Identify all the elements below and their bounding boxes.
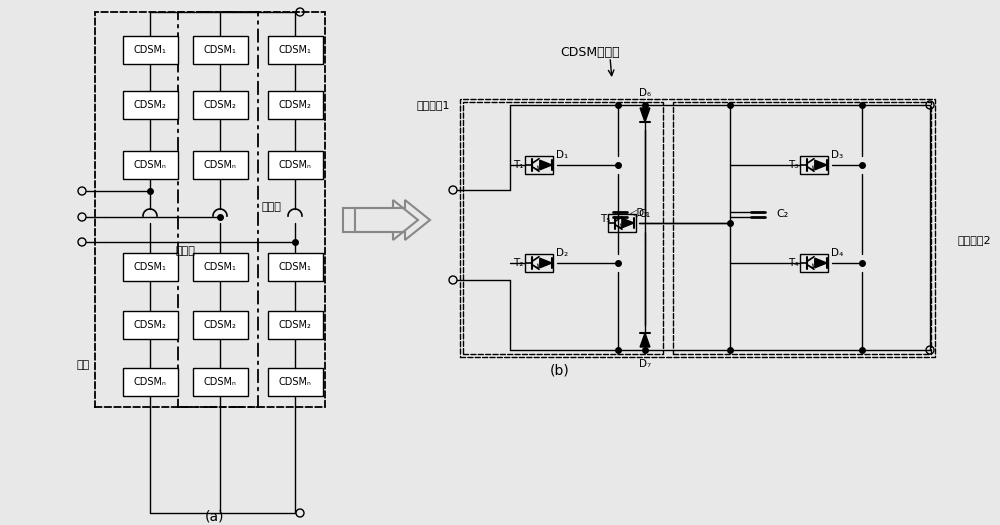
Polygon shape <box>640 333 650 347</box>
Bar <box>192 91 248 119</box>
Text: CDSM₂: CDSM₂ <box>134 320 166 330</box>
Text: D₂: D₂ <box>556 248 568 258</box>
Bar <box>268 151 322 179</box>
Text: T₁: T₁ <box>513 160 523 170</box>
Text: D₇: D₇ <box>639 359 651 369</box>
Bar <box>178 12 258 407</box>
Bar <box>122 311 178 339</box>
Text: D₄: D₄ <box>831 248 843 258</box>
Text: CDSM₁: CDSM₁ <box>134 45 166 55</box>
Text: D₃: D₃ <box>831 150 843 160</box>
Text: CDSMₙ: CDSMₙ <box>204 160 236 170</box>
Text: CDSM₂: CDSM₂ <box>279 100 311 110</box>
Bar <box>268 253 322 281</box>
Text: 电抗器: 电抗器 <box>175 246 195 256</box>
Bar <box>192 368 248 396</box>
Text: C₁: C₁ <box>638 209 650 219</box>
Text: C₂: C₂ <box>776 209 788 219</box>
Text: 半桥单兴1: 半桥单兴1 <box>416 100 450 110</box>
Text: 桥蟂: 桥蟂 <box>77 360 90 370</box>
Text: CDSMₙ: CDSMₙ <box>204 377 236 387</box>
Polygon shape <box>815 160 827 170</box>
Bar <box>800 156 828 174</box>
Text: ◁D₅: ◁D₅ <box>630 208 649 218</box>
Text: CDSM子模块: CDSM子模块 <box>560 47 620 59</box>
Text: T₃: T₃ <box>788 160 798 170</box>
Text: T₅: T₅ <box>600 214 611 224</box>
Bar <box>95 12 325 407</box>
Bar <box>122 368 178 396</box>
Text: CDSM₁: CDSM₁ <box>279 262 311 272</box>
Bar <box>192 36 248 64</box>
Text: D₆: D₆ <box>639 88 651 98</box>
Polygon shape <box>622 218 634 228</box>
Text: (a): (a) <box>205 510 225 524</box>
Bar <box>268 36 322 64</box>
Text: CDSM₁: CDSM₁ <box>134 262 166 272</box>
Bar <box>608 214 636 232</box>
Bar <box>192 253 248 281</box>
Polygon shape <box>540 258 552 268</box>
Bar <box>463 102 663 354</box>
Bar <box>192 151 248 179</box>
Text: (b): (b) <box>550 363 570 377</box>
Text: D₁: D₁ <box>556 150 568 160</box>
Bar <box>525 156 553 174</box>
Bar <box>122 253 178 281</box>
Text: CDSMₙ: CDSMₙ <box>134 160 166 170</box>
Bar <box>460 99 935 357</box>
Polygon shape <box>815 258 827 268</box>
Bar <box>268 368 322 396</box>
Text: CDSM₂: CDSM₂ <box>134 100 166 110</box>
Text: CDSMₙ: CDSMₙ <box>279 160 311 170</box>
Text: T₂: T₂ <box>513 258 523 268</box>
Bar <box>800 254 828 272</box>
Text: CDSM₁: CDSM₁ <box>204 262 236 272</box>
Bar <box>268 311 322 339</box>
Bar <box>122 151 178 179</box>
Text: CDSM₁: CDSM₁ <box>204 45 236 55</box>
Text: 相单元: 相单元 <box>262 202 282 212</box>
Text: CDSM₂: CDSM₂ <box>204 320 236 330</box>
Bar <box>525 254 553 272</box>
Text: CDSM₂: CDSM₂ <box>204 100 236 110</box>
Bar <box>122 91 178 119</box>
Polygon shape <box>640 108 650 122</box>
Bar <box>673 102 931 354</box>
Text: CDSMₙ: CDSMₙ <box>279 377 311 387</box>
Text: CDSM₁: CDSM₁ <box>279 45 311 55</box>
Bar <box>192 311 248 339</box>
Text: CDSM₂: CDSM₂ <box>279 320 311 330</box>
Text: 半桥单兴2: 半桥单兴2 <box>958 235 992 245</box>
Text: T₄: T₄ <box>788 258 798 268</box>
Polygon shape <box>540 160 552 170</box>
Bar <box>122 36 178 64</box>
Bar <box>268 91 322 119</box>
Text: CDSMₙ: CDSMₙ <box>134 377 166 387</box>
